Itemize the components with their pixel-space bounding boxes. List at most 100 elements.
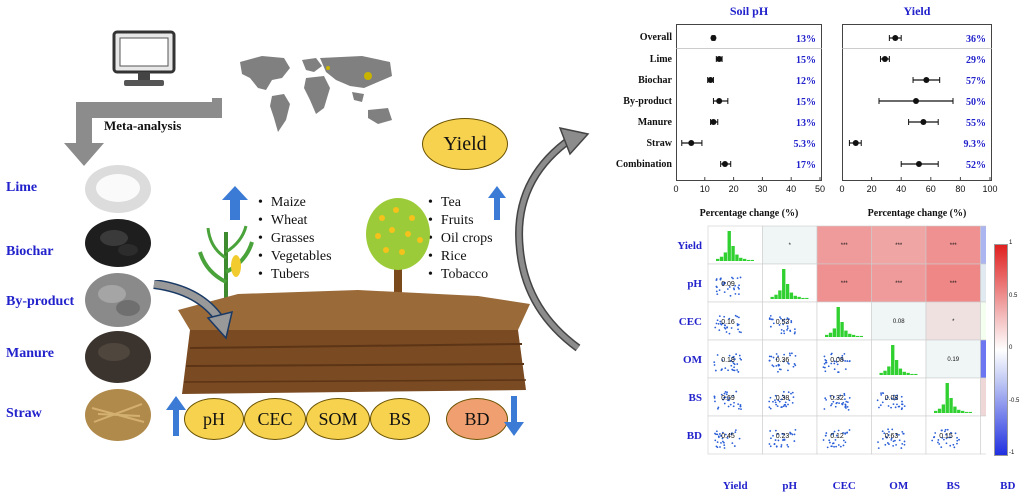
histogram-bar [825,334,829,337]
scatter-point [835,402,838,405]
scatter-point [790,392,792,395]
scatter-point [941,429,943,432]
scatter-point [895,443,897,446]
scatter-point [890,406,892,409]
scatter-point [791,391,794,394]
scatter-point [877,447,880,449]
scatter-point [784,403,787,406]
forest-label: Lime [649,54,672,65]
crop-item: Wheat [258,212,332,230]
matrix-cell [980,339,986,379]
manure-image [84,330,152,384]
scatter-point [848,429,851,431]
scatter-point [733,369,736,372]
tick-label: 10 [699,184,710,194]
scatter-point [774,401,777,404]
matrix-cell [762,339,818,379]
row-label: Yield [677,240,702,252]
scatter-point [844,368,847,370]
matrix-cell [925,339,981,379]
scatter-point [734,314,737,317]
cell-value: 0.19 [947,357,959,363]
maize-plant-icon [196,222,256,300]
forest-title-ph: Soil pH [729,4,769,18]
scatter-point [719,320,722,323]
histogram-bar [906,372,910,375]
cell-value: *** [841,281,849,287]
crop-item: Tea [428,194,493,212]
scatter-point [780,445,783,448]
forest-xlabel-yield: Percentage change (%) [867,208,967,219]
forest-label: Overall [639,32,672,43]
scatter-point [737,286,740,289]
scatter-point [791,401,794,404]
scatter-point [903,440,906,443]
scatter-point [902,432,905,435]
scatter-point [898,433,900,436]
scatter-point [842,439,845,442]
scatter-point [937,439,940,441]
scatter-point [733,366,735,369]
scatter-point [768,359,771,362]
scatter-point [714,369,717,372]
scatter-point [900,447,903,449]
cell-value: * [952,319,955,325]
meta-analysis-arrow [62,98,222,168]
scatter-point [901,403,904,406]
cell-value: 0.63 [885,433,899,440]
scatter-point [736,277,739,280]
scatter-point [783,353,786,356]
scatter-point [793,433,796,436]
scatter-point [887,428,889,431]
scatter-point [833,362,836,365]
scatter-point [731,276,733,279]
histogram-bar [894,360,899,375]
scatter-point [783,396,786,399]
effect-point [710,119,717,125]
histogram-bar [887,366,891,375]
scatter-point [846,401,849,404]
forest-plot-yield: 36% 29% 57% 50% 55% 9.3% 52% [842,24,992,181]
scatter-point [722,282,724,284]
by-product-image [84,272,152,328]
scatter-point [720,434,722,437]
scatter-point [844,432,846,435]
tick-label: 20 [728,184,739,194]
scatter-point [738,287,740,290]
scatter-point [768,406,771,409]
scatter-point [879,404,882,407]
amendment-arrow [150,279,240,340]
matrix-cell [762,301,818,341]
column-label: OM [889,480,909,492]
scatter-point [833,368,836,371]
scatter-point [835,434,838,437]
cell-value: * [789,243,792,249]
effect-label: 13% [796,34,816,45]
cell-value: *** [950,243,958,249]
scatter-point [769,314,772,317]
scatter-point [900,395,903,398]
scatter-point [830,353,833,356]
scatter-point [841,354,844,357]
scatter-point [723,281,726,284]
scatter-point [783,332,786,335]
histogram-bar [774,294,778,299]
scatter-point [777,364,780,367]
histogram-bar [937,408,942,413]
scatter-point [789,431,791,434]
scatter-point [720,393,723,396]
scatter-point [728,354,731,357]
scatter-point [950,432,953,435]
scatter-point [825,432,828,434]
histogram-bar [805,297,809,299]
scatter-point [726,326,729,329]
histogram-bar [914,373,918,375]
scatter-point [781,394,784,397]
scatter-point [883,432,886,435]
scatter-point [778,324,781,326]
histogram-bar [949,398,953,413]
row-label: pH [687,278,702,290]
cell-value: *** [841,243,849,249]
world-map [232,48,408,140]
scatter-point [781,319,784,322]
